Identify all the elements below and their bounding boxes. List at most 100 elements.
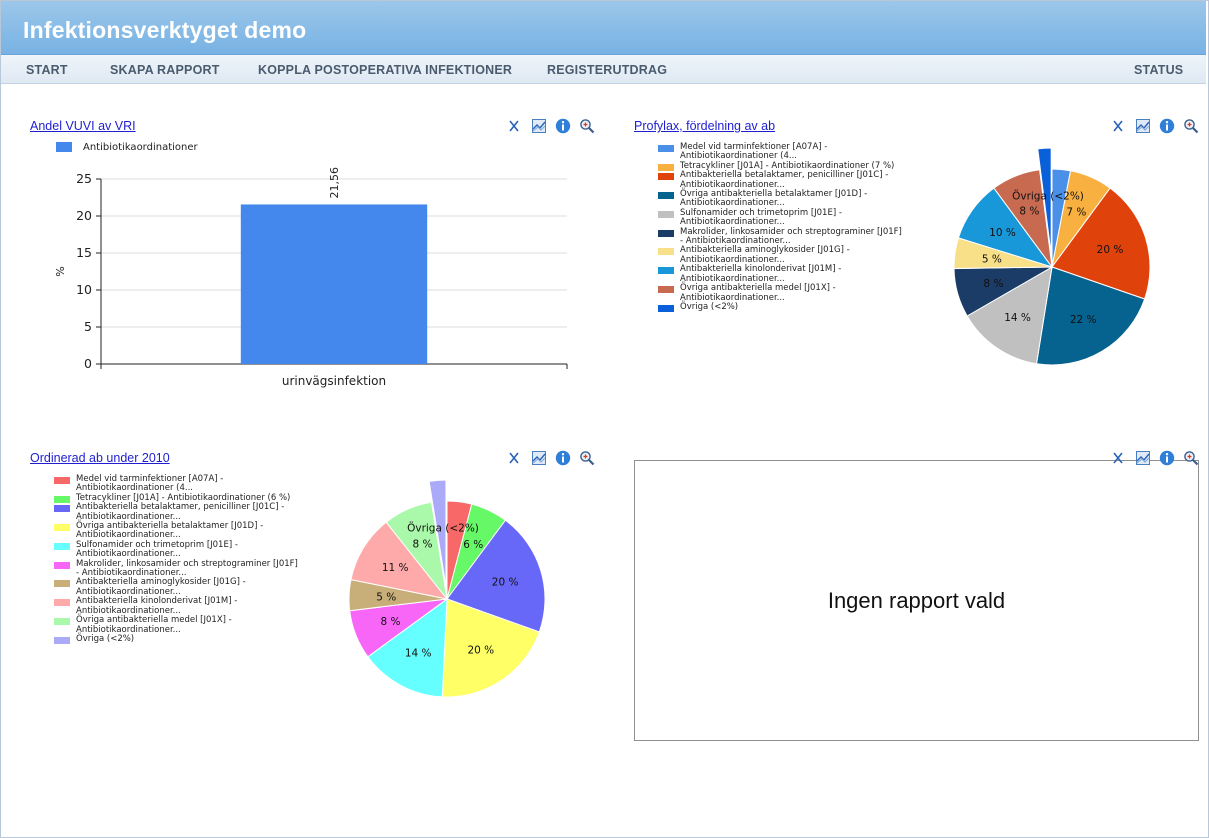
legend-label: Antibakteriella aminoglykosider [J01G] -… [680,245,850,265]
panel-title-profylax[interactable]: Profylax, fördelning av ab [634,119,776,133]
legend-label: Makrolider, linkosamider och streptogram… [76,558,298,579]
chart-icon[interactable] [1135,450,1151,466]
bar-chart: 0 5 10 15 20 25% 21,56 urinvägsinfektion [54,167,568,388]
pie-slice[interactable] [350,521,449,600]
pie-slice-label: 8 % [413,538,433,550]
excel-icon[interactable] [1110,118,1126,134]
excel-icon[interactable] [506,118,522,134]
nav-item-registerutdrag[interactable]: REGISTERUTDRAG [547,63,668,77]
pie-slice-label: 20 % [467,644,494,656]
legend-label: Makrolider, linkosamider och streptogram… [680,226,902,247]
legend-label: Övriga (<2%) [680,301,739,312]
chart-icon[interactable] [531,450,547,466]
pie-legend-ordinerad: Medel vid tarminfektioner [A07A] - Antib… [54,474,298,644]
legend-item: Övriga antibakteriella betalaktamer [J01… [658,189,902,209]
legend-swatch [54,542,70,550]
zoom-icon[interactable] [579,450,595,466]
legend-swatch [54,524,70,532]
pie-slice-label: 11 % [382,562,409,574]
pie-slice-label: Övriga (<2%) [407,521,479,534]
bar-legend-label: Antibiotikaordinationer [83,142,198,153]
pie-slice-label: 10 % [989,227,1016,239]
legend-item: Övriga (<2%) [658,301,902,312]
legend-swatch [658,267,674,275]
zoom-icon[interactable] [1183,450,1199,466]
pie-slice[interactable] [1037,147,1052,255]
legend-swatch [54,505,70,513]
pie-slice[interactable] [446,519,546,633]
legend-item: Antibakteriella aminoglykosider [J01G] -… [54,578,298,597]
info-icon[interactable] [1159,118,1175,134]
legend-swatch [54,599,70,607]
legend-swatch [658,229,674,237]
x-category-label: urinvägsinfektion [282,374,386,388]
legend-label: Medel vid tarminfektioner [A07A] - Antib… [680,142,828,162]
nav-item-status[interactable]: STATUS [1134,63,1184,77]
pie-slice[interactable] [441,598,540,698]
pie-slice[interactable] [367,597,448,698]
y-tick-label: 10 [76,282,92,297]
nav-item-start[interactable]: START [26,63,68,77]
pie-slice-label: 14 % [405,647,432,659]
legend-item: Övriga antibakteriella medel [J01X] - An… [54,615,298,635]
zoom-icon[interactable] [1183,118,1199,134]
pie-slice[interactable] [1051,187,1151,300]
legend-item: Sulfonamider och trimetoprim [J01E] - An… [54,540,298,560]
legend-swatch [658,192,674,200]
bar-legend-swatch [56,142,72,152]
pie-slice-label: 5 % [982,253,1002,265]
y-tick-label: 25 [76,171,92,186]
pie-slice-label: 5 % [376,592,396,604]
legend-label: Övriga antibakteriella medel [J01X] - An… [76,615,232,635]
y-tick-label: 5 [84,319,92,334]
pie-slice-label: 20 % [1097,244,1124,256]
legend-swatch [54,636,70,644]
info-icon[interactable] [1159,450,1175,466]
y-tick-label: 20 [76,208,92,223]
legend-swatch [54,618,70,626]
legend-label: Antibakteriella kinolonderivat [J01M] - … [680,264,842,284]
bar-value-label: 21,56 [328,167,341,199]
legend-label: Tetracykliner [J01A] - Antibiotikaordina… [680,160,895,171]
nav-item-koppla-postoperativa[interactable]: KOPPLA POSTOPERATIVA INFEKTIONER [258,63,513,77]
pie-slice-label: 20 % [492,576,519,588]
y-axis-label: % [54,266,67,276]
chart-icon[interactable] [1135,118,1151,134]
legend-item: Tetracykliner [J01A] - Antibiotikaordina… [658,160,902,171]
bar[interactable] [240,204,428,364]
panel-title-andel-vuvi[interactable]: Andel VUVI av VRI [30,119,136,133]
legend-label: Sulfonamider och trimetoprim [J01E] - An… [680,207,842,228]
zoom-icon[interactable] [579,118,595,134]
pie-slice[interactable] [966,266,1053,365]
legend-swatch [54,561,70,569]
pie-slice-label: 22 % [1070,314,1097,326]
legend-item: Övriga antibakteriella medel [J01X] - An… [658,283,902,303]
pie-slice-label: 8 % [380,616,400,628]
pie-slice-label: 6 % [463,539,483,551]
pie-legend-profylax: Medel vid tarminfektioner [A07A] - Antib… [658,142,902,312]
legend-swatch [54,477,70,484]
chart-icon[interactable] [531,118,547,134]
info-icon[interactable] [555,118,571,134]
pie-slice-label: 8 % [983,278,1003,290]
legend-label: Antibakteriella aminoglykosider [J01G] -… [76,577,246,597]
excel-icon[interactable] [506,450,522,466]
y-tick-label: 0 [84,356,92,371]
legend-swatch [658,163,674,171]
legend-swatch [658,173,674,181]
legend-label: Övriga antibakteriella betalaktamer [J01… [76,521,264,541]
pie-slice[interactable] [428,479,447,587]
legend-label: Antibakteriella kinolonderivat [J01M] - … [76,596,238,616]
nav-item-skapa-rapport[interactable]: SKAPA RAPPORT [110,63,220,77]
legend-item: Medel vid tarminfektioner [A07A] - Antib… [54,474,298,494]
pie-slice-label: 14 % [1004,312,1031,324]
info-icon[interactable] [555,450,571,466]
legend-swatch [658,248,674,256]
app-header: Infektionsverktyget demo [1,1,1206,55]
legend-label: Övriga antibakteriella medel [J01X] - An… [680,283,836,303]
pie-slice[interactable] [993,169,1053,269]
pie-slice[interactable] [1035,266,1146,366]
excel-icon[interactable] [1110,450,1126,466]
pie-slice[interactable] [385,501,448,601]
panel-title-ordinerad[interactable]: Ordinerad ab under 2010 [30,451,170,465]
